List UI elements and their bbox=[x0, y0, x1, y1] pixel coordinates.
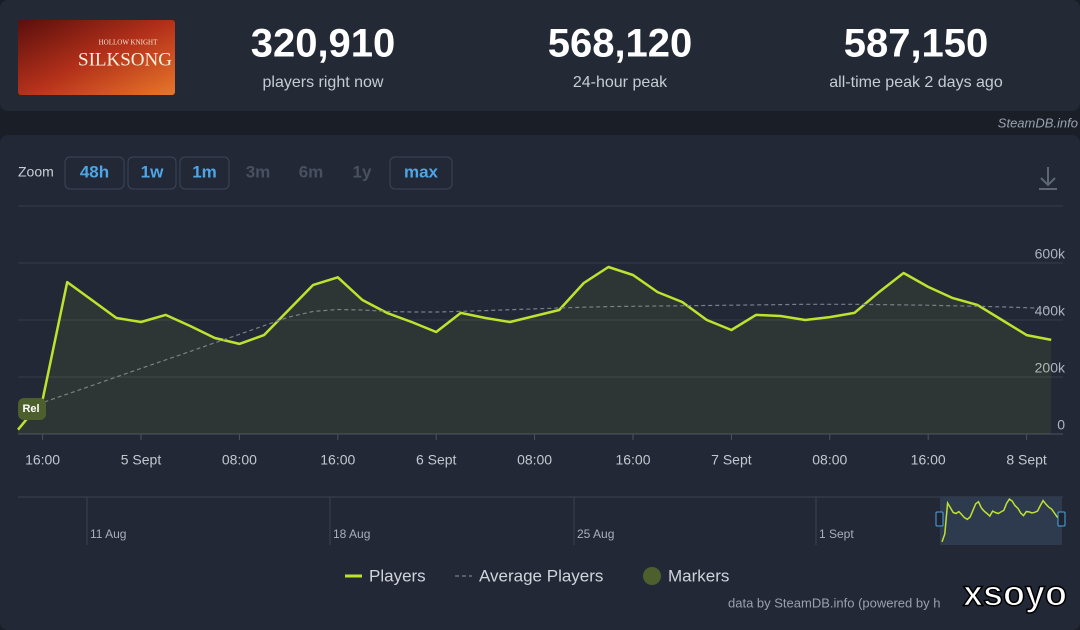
area-fill bbox=[18, 267, 1052, 434]
legend-label[interactable]: Markers bbox=[668, 566, 729, 585]
x-tick-label: 08:00 bbox=[812, 452, 847, 468]
x-tick-label: 8 Sept bbox=[1006, 452, 1047, 468]
x-tick-label: 08:00 bbox=[222, 452, 257, 468]
x-tick-label: 5 Sept bbox=[121, 452, 162, 468]
zoom-button-label[interactable]: 48h bbox=[80, 162, 109, 181]
navigator-handle[interactable] bbox=[1057, 511, 1066, 527]
x-tick-label: 6 Sept bbox=[416, 452, 457, 468]
stat-value: 320,910 bbox=[251, 22, 396, 66]
x-tick-label: 08:00 bbox=[517, 452, 552, 468]
navigator-label: 11 Aug bbox=[90, 527, 126, 541]
stat-label: all-time peak 2 days ago bbox=[829, 74, 1003, 91]
x-tick-label: 16:00 bbox=[911, 452, 946, 468]
stat-value: 587,150 bbox=[844, 22, 989, 66]
zoom-button-label: 6m bbox=[299, 162, 324, 181]
footer-source: data by SteamDB.info (powered by h bbox=[728, 595, 940, 610]
y-tick-label: 400k bbox=[1035, 303, 1066, 319]
y-tick-label: 0 bbox=[1057, 417, 1065, 433]
zoom-button-label[interactable]: 1m bbox=[192, 162, 217, 181]
credit: SteamDB.info bbox=[998, 115, 1078, 130]
navigator-label: 25 Aug bbox=[577, 527, 614, 541]
average-line bbox=[17, 303, 1052, 412]
zoom-button-label[interactable]: max bbox=[404, 162, 439, 181]
navigator-window bbox=[940, 497, 1062, 545]
stat-value: 568,120 bbox=[548, 22, 693, 66]
game-logo bbox=[18, 20, 175, 95]
download-icon[interactable] bbox=[1039, 167, 1057, 190]
players-line bbox=[17, 265, 1052, 431]
x-tick-label: 16:00 bbox=[615, 452, 650, 468]
navigator-handle[interactable] bbox=[935, 511, 944, 527]
navigator-label: 1 Sept bbox=[819, 527, 854, 541]
zoom-label: Zoom bbox=[18, 164, 54, 180]
chart-panel bbox=[0, 135, 1080, 630]
zoom-button-label: 1y bbox=[353, 162, 372, 181]
marker-label: Rel bbox=[22, 403, 39, 415]
navigator-line bbox=[941, 498, 1061, 543]
stats-panel bbox=[0, 0, 1080, 111]
zoom-button-label[interactable]: 1w bbox=[141, 162, 164, 181]
marker bbox=[18, 398, 46, 420]
watermark: xsoyo bbox=[963, 573, 1067, 614]
y-tick-label: 600k bbox=[1035, 246, 1066, 262]
zoom-button[interactable] bbox=[127, 156, 177, 190]
zoom-button[interactable] bbox=[389, 156, 453, 190]
stat-label: 24-hour peak bbox=[573, 74, 668, 91]
x-tick-label: 16:00 bbox=[25, 452, 60, 468]
logo-main: SILKSONG bbox=[78, 49, 172, 70]
stat-label: players right now bbox=[263, 74, 384, 91]
zoom-button[interactable] bbox=[64, 156, 125, 190]
x-tick-label: 16:00 bbox=[320, 452, 355, 468]
legend-label[interactable]: Average Players bbox=[479, 566, 603, 585]
y-tick-label: 200k bbox=[1035, 360, 1066, 376]
zoom-button-label: 3m bbox=[246, 162, 271, 181]
legend-label[interactable]: Players bbox=[369, 566, 426, 585]
navigator-label: 18 Aug bbox=[333, 527, 370, 541]
x-tick-label: 7 Sept bbox=[711, 452, 752, 468]
logo-top: HOLLOW KNIGHT bbox=[99, 39, 158, 47]
zoom-button[interactable] bbox=[179, 156, 230, 190]
legend-swatch bbox=[643, 567, 661, 585]
